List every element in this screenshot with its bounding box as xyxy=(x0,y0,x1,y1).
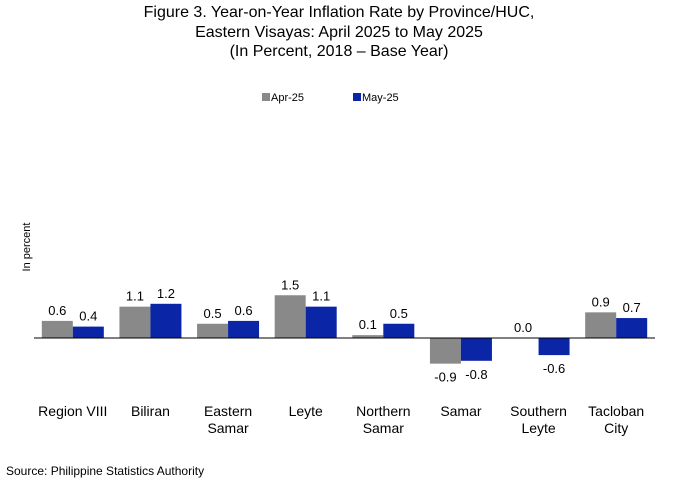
category-label-7: Tacloban City xyxy=(588,403,644,436)
bar-1-4 xyxy=(383,323,415,338)
bar-0-7 xyxy=(585,312,617,338)
bar-1-3 xyxy=(305,306,337,338)
bar-1-0 xyxy=(72,326,104,338)
data-label-0-5: -0.9 xyxy=(434,370,456,385)
bar-0-1 xyxy=(119,306,151,338)
data-label-0-0: 0.6 xyxy=(48,303,66,318)
chart-title-line-3: (In Percent, 2018 – Base Year) xyxy=(229,43,449,60)
bar-1-1 xyxy=(150,303,182,338)
chart-title-line-2: Eastern Visayas: April 2025 to May 2025 xyxy=(195,23,483,41)
bar-1-6 xyxy=(538,338,570,356)
data-label-1-3: 1.1 xyxy=(312,289,330,304)
data-label-1-6: -0.6 xyxy=(543,361,565,376)
bar-1-7 xyxy=(616,318,648,338)
category-label-1: Biliran xyxy=(131,403,170,419)
category-label-2: Eastern Samar xyxy=(204,403,252,436)
data-label-0-7: 0.9 xyxy=(592,294,610,309)
data-label-0-4: 0.1 xyxy=(359,317,377,332)
data-label-0-3: 1.5 xyxy=(281,277,299,292)
y-axis-label: In percent xyxy=(21,223,33,272)
bar-1-5 xyxy=(460,338,492,361)
data-label-1-0: 0.4 xyxy=(79,309,97,324)
data-label-0-2: 0.5 xyxy=(204,306,222,321)
data-label-1-5: -0.8 xyxy=(465,367,487,382)
legend-swatch-1 xyxy=(353,93,361,101)
bar-0-4 xyxy=(352,335,384,338)
category-label-4: Northern Samar xyxy=(356,403,410,436)
bar-0-3 xyxy=(274,295,306,338)
bar-0-2 xyxy=(197,323,229,338)
data-label-1-1: 1.2 xyxy=(157,286,175,301)
category-label-6: Southern Leyte xyxy=(510,403,567,436)
category-label-0: Region VIII xyxy=(38,403,107,419)
data-label-0-1: 1.1 xyxy=(126,289,144,304)
bar-1-2 xyxy=(228,320,260,338)
source-note: Source: Philippine Statistics Authority xyxy=(6,464,205,478)
category-label-5: Samar xyxy=(440,403,482,419)
category-label-3: Leyte xyxy=(289,403,323,419)
chart-title: Figure 3. Year-on-Year Inflation Rate by… xyxy=(0,3,678,62)
legend-label-0: Apr-25 xyxy=(271,92,304,104)
data-label-1-4: 0.5 xyxy=(390,306,408,321)
bar-0-5 xyxy=(429,338,461,364)
bar-0-0 xyxy=(41,320,73,338)
legend-swatch-0 xyxy=(262,93,270,101)
data-label-1-2: 0.6 xyxy=(235,303,253,318)
data-label-0-6: 0.0 xyxy=(514,320,532,335)
legend-label-1: May-25 xyxy=(362,92,399,104)
data-label-1-7: 0.7 xyxy=(623,300,641,315)
chart-title-line-1: Figure 3. Year-on-Year Inflation Rate by… xyxy=(143,4,535,21)
